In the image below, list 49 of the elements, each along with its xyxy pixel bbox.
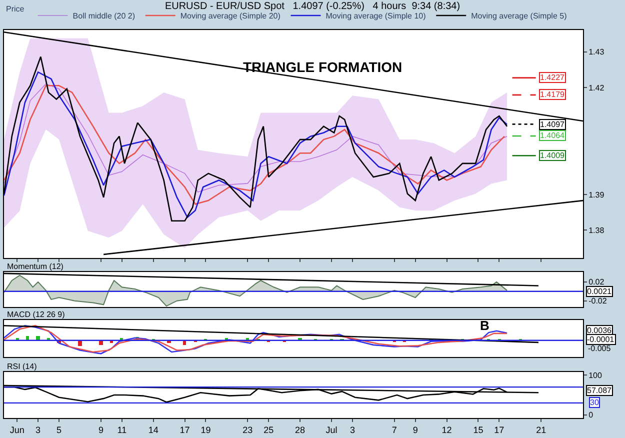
- y-tick-label: 1.39: [588, 190, 605, 200]
- chart-title: RSI (14): [7, 362, 38, 371]
- y-tick-label: 1.38: [588, 226, 605, 235]
- x-tick-label: 25: [264, 424, 274, 435]
- data-label: 1.4179: [540, 90, 566, 99]
- data-label: 1.4097: [540, 120, 566, 129]
- x-tick-label: 14: [148, 424, 158, 435]
- annotation: B: [480, 318, 490, 333]
- text: 0.0021: [587, 287, 612, 296]
- text: 0.0036: [587, 326, 612, 335]
- text: 57.087: [587, 386, 612, 395]
- chart-title: MACD (12 26 9): [7, 310, 66, 319]
- x-tick-label: 21: [536, 424, 546, 435]
- legend-label: Boll middle (20 2): [72, 12, 136, 21]
- data-label: 1.4227: [540, 73, 566, 82]
- x-tick-label: 9: [412, 424, 418, 435]
- x-tick-label: 28: [295, 424, 306, 435]
- chart-title: EURUSD - EUR/USD Spot 1.4097 (-0.25%) 4 hours 9:34 (8:34): [164, 1, 460, 12]
- x-tick-label: 9: [98, 424, 104, 435]
- annotation: TRIANGLE FORMATION: [243, 59, 402, 75]
- y-tick-label: 0.02: [588, 278, 605, 287]
- x-tick-label: Jul: [326, 424, 338, 435]
- y-tick-label: -0.02: [588, 296, 608, 306]
- x-tick-label: 17: [180, 424, 190, 435]
- legend-label: Moving average (Simple 10): [326, 12, 426, 21]
- legend-label: Moving average (Simple 5): [471, 12, 568, 21]
- x-tick-label: 3: [36, 424, 41, 435]
- x-tick-label: Jun: [10, 424, 24, 435]
- chart-title: Momentum (12): [7, 262, 64, 271]
- x-tick-label: 15: [473, 424, 484, 435]
- x-tick-label: 7: [392, 424, 397, 435]
- x-tick-label: 19: [200, 424, 211, 435]
- legend-label: Moving average (Simple 20): [180, 12, 281, 21]
- legend-title: Price: [6, 4, 25, 14]
- x-tick-label: 12: [442, 424, 452, 435]
- x-tick-label: 3: [350, 424, 355, 435]
- text: -0.0001: [587, 335, 615, 344]
- text: -0.005: [588, 344, 612, 353]
- y-tick-label: 0: [588, 410, 594, 420]
- y-tick-label: 1.43: [588, 48, 605, 57]
- y-tick-label: 1.42: [588, 83, 605, 92]
- x-tick-label: 11: [117, 424, 127, 435]
- x-tick-label: 5: [56, 424, 62, 435]
- y-tick-label: 100: [588, 370, 602, 380]
- data-label: 1.4064: [540, 131, 566, 140]
- x-tick-label: 17: [494, 424, 504, 435]
- data-label: 1.4009: [540, 151, 566, 160]
- x-tick-label: 23: [242, 424, 253, 435]
- ref-line-label: 30: [590, 398, 600, 407]
